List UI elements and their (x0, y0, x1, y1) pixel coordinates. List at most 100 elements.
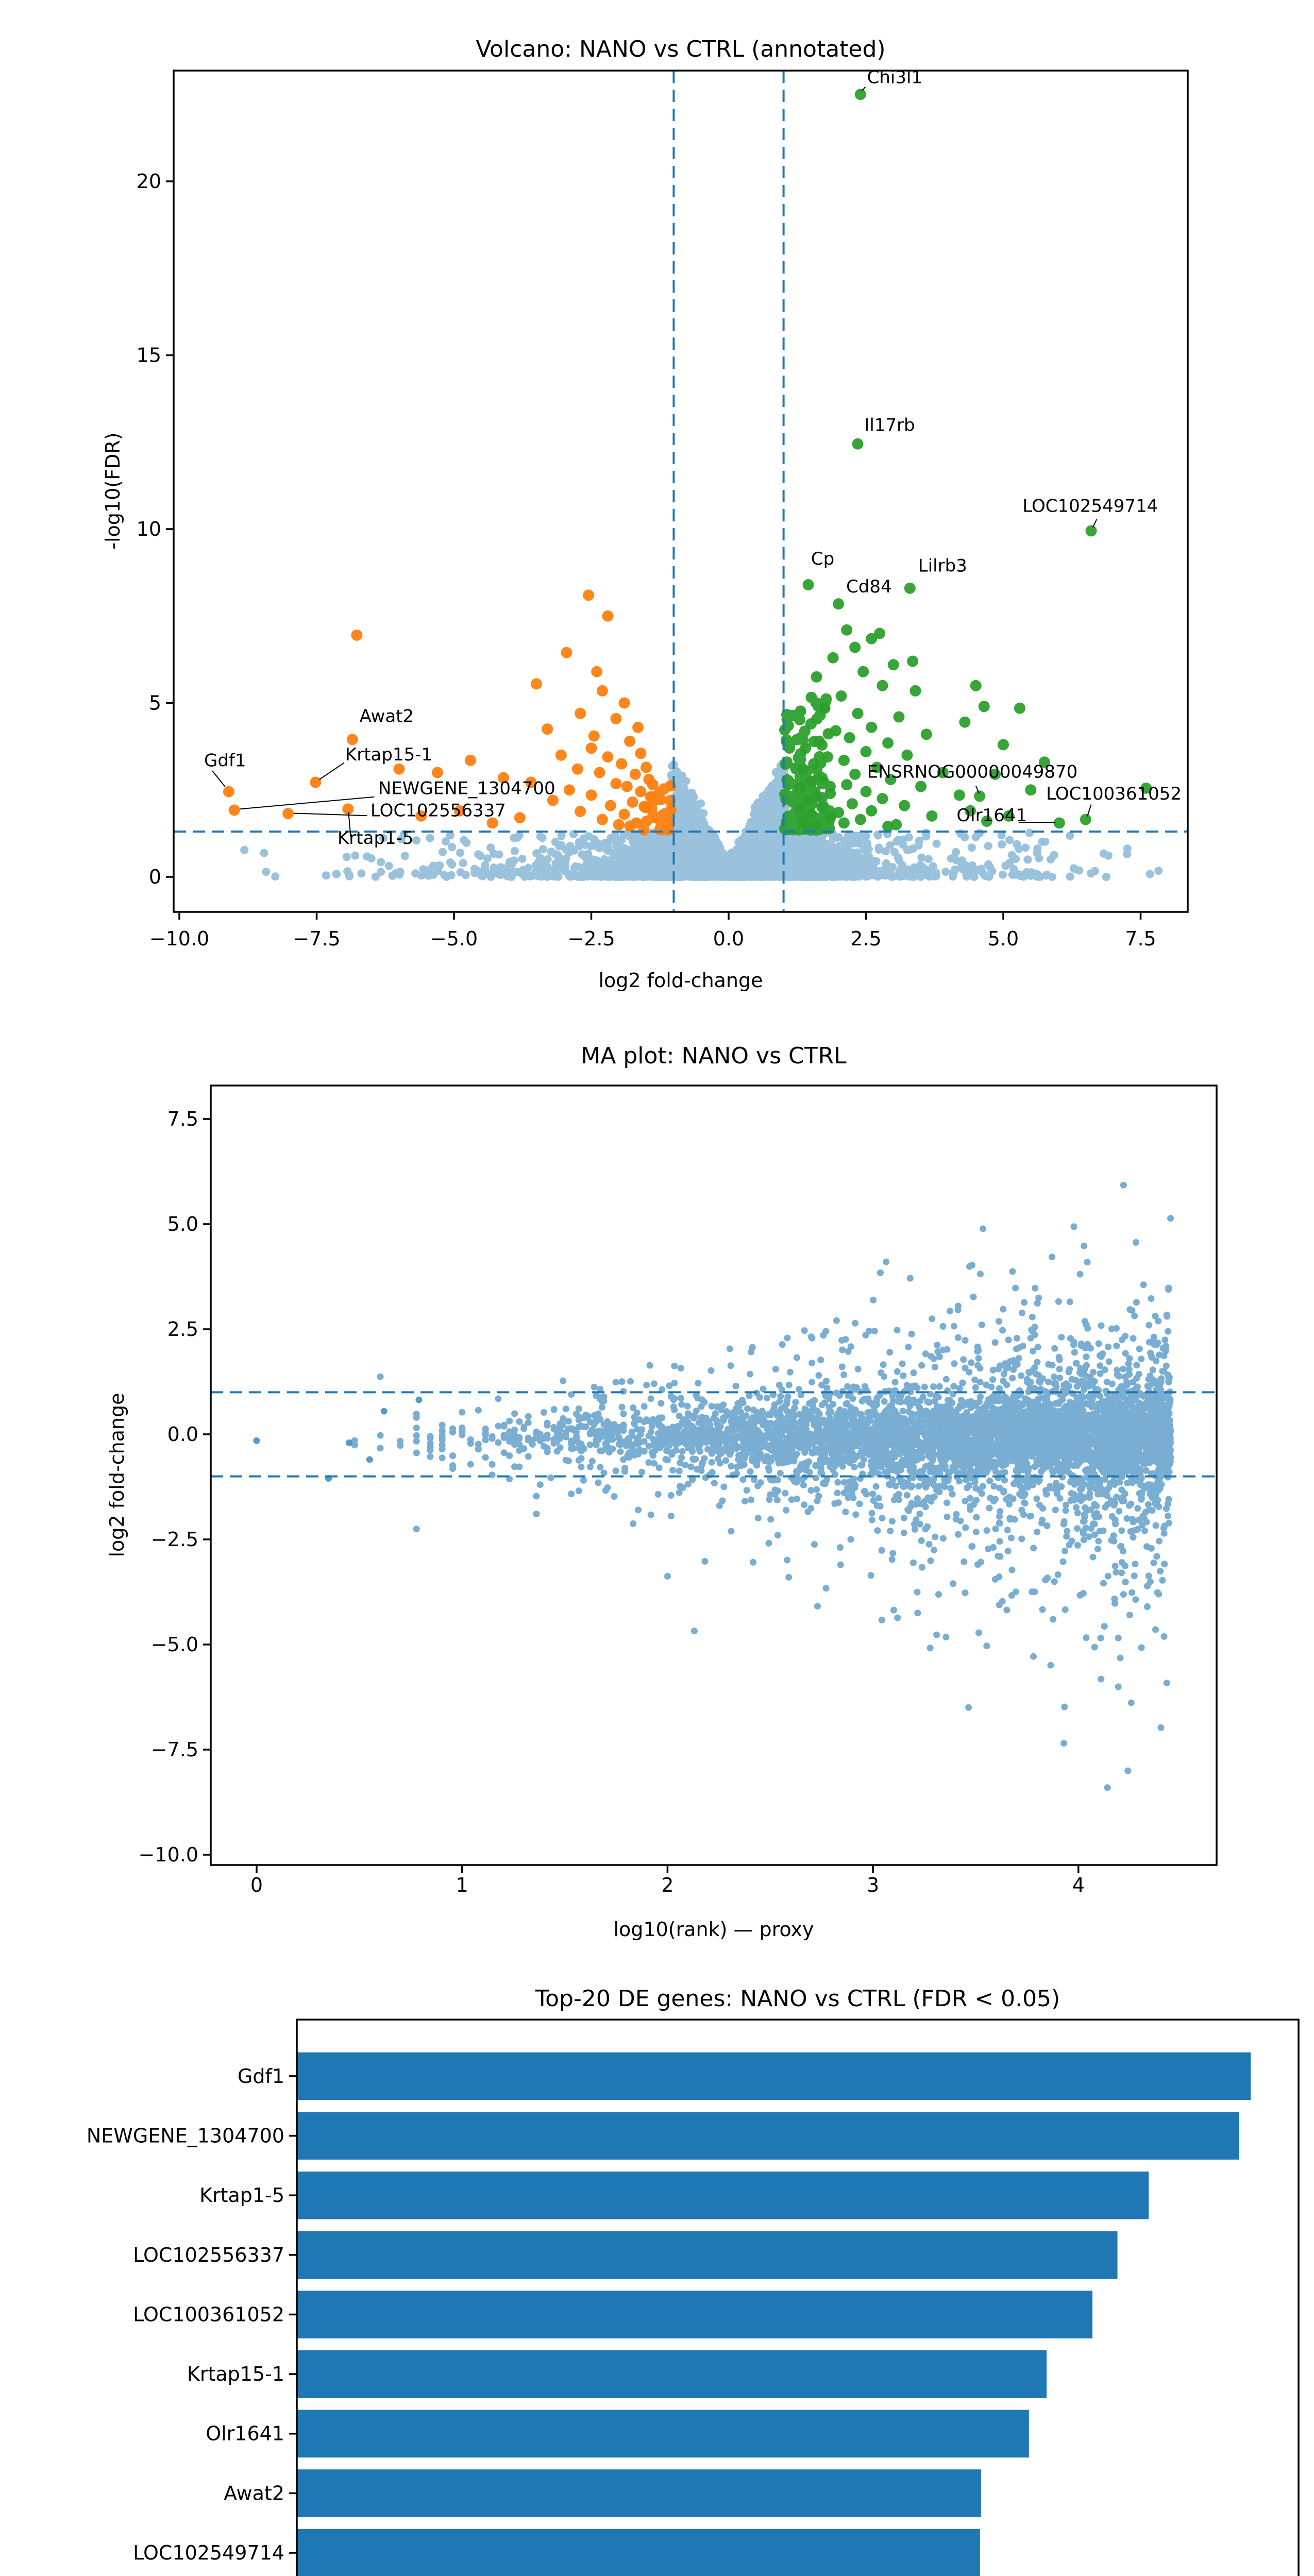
up-point (959, 716, 971, 728)
annotated-up-point (1085, 525, 1097, 537)
bar (297, 2291, 1093, 2338)
down-point (596, 685, 608, 697)
down-point (514, 812, 526, 824)
down-point (525, 776, 537, 788)
gene-annotation-label: LOC102549714 (1022, 496, 1158, 516)
up-point (920, 728, 932, 740)
up-point (816, 802, 828, 813)
down-point (639, 802, 651, 813)
annotated-up-point (852, 438, 864, 450)
up-point (915, 781, 927, 792)
up-point (852, 707, 864, 719)
up-point (1140, 782, 1152, 794)
annotated-down-point (310, 776, 322, 788)
gene-annotation-label: Gdf1 (204, 750, 246, 771)
axes-frame (173, 70, 1189, 913)
up-point (824, 788, 836, 799)
y-tick-label: 10 (137, 518, 161, 540)
down-point (635, 786, 647, 798)
y-tick-label: −7.5 (151, 1738, 198, 1761)
down-point (453, 805, 465, 817)
annotated-down-point (342, 803, 354, 815)
down-point (542, 723, 553, 735)
annotation-leader-line (975, 785, 980, 794)
x-tick-label: −7.5 (293, 927, 340, 950)
up-point (854, 814, 866, 825)
up-point (989, 768, 1001, 780)
ma-points-cloud (351, 1181, 1174, 1791)
annotation-leader-line (319, 762, 345, 780)
top20-bar-chart: Top-20 DE genes: NANO vs CTRL (FDR < 0.0… (87, 1986, 1300, 2576)
bar-category-label: LOC100361052 (133, 2303, 284, 2326)
up-point (866, 805, 878, 817)
down-point (616, 758, 628, 770)
annotation-leader-line (212, 770, 226, 787)
y-tick-label: 20 (137, 170, 161, 193)
x-tick-label: 4 (1072, 1874, 1085, 1896)
x-tick-label: 1 (456, 1874, 468, 1896)
down-point (630, 817, 642, 829)
down-point (645, 791, 656, 803)
gene-annotation-label: LOC102556337 (370, 801, 506, 821)
down-point (571, 763, 583, 775)
up-point (909, 685, 921, 697)
down-point (575, 806, 586, 818)
annotation-leader-line (1018, 822, 1056, 823)
y-tick-label: 7.5 (167, 1108, 198, 1130)
y-tick-label: −10.0 (139, 1843, 198, 1866)
gene-annotation-label: Awat2 (360, 706, 414, 727)
up-point (794, 782, 806, 794)
y-tick-label: −5.0 (151, 1633, 198, 1656)
down-point (602, 751, 614, 763)
up-point (846, 798, 858, 810)
up-point (794, 803, 806, 815)
bar-category-label: LOC102556337 (133, 2244, 284, 2266)
up-point (901, 749, 913, 761)
volcano-xaxis-label: log2 fold-change (598, 969, 763, 992)
down-point (627, 796, 638, 808)
ma-outlier-point (366, 1456, 373, 1463)
x-tick-label: 2.5 (850, 927, 881, 950)
ma-outlier-point (415, 1396, 423, 1403)
annotated-down-point (223, 786, 234, 798)
down-point (632, 721, 644, 733)
up-point (890, 819, 902, 831)
up-point (802, 794, 814, 806)
x-tick-label: 5.0 (988, 927, 1019, 950)
up-point (877, 793, 888, 805)
ma-outlier-point (253, 1437, 260, 1444)
y-tick-label: 5 (149, 692, 161, 715)
axes-frame (296, 2019, 1300, 2576)
down-point (635, 748, 647, 759)
up-point (824, 812, 836, 824)
bar-title: Top-20 DE genes: NANO vs CTRL (FDR < 0.0… (535, 1986, 1060, 2012)
up-point (841, 779, 853, 791)
down-point (596, 814, 608, 825)
up-point (833, 807, 845, 819)
down-point (432, 767, 444, 778)
down-point (588, 730, 600, 742)
down-point (464, 754, 476, 766)
down-point (641, 761, 652, 773)
bar-category-label: Olr1641 (206, 2422, 284, 2445)
up-point (874, 628, 886, 639)
down-point (393, 763, 405, 775)
down-point (555, 749, 567, 761)
annotation-leader-line (1092, 519, 1098, 528)
up-point (811, 671, 822, 683)
annotated-up-point (833, 598, 845, 610)
annotation-leader-line (1087, 804, 1092, 817)
up-point (877, 680, 888, 691)
ma-title: MA plot: NANO vs CTRL (581, 1043, 847, 1069)
up-point (926, 810, 938, 822)
up-point (800, 742, 812, 754)
up-point (907, 655, 919, 667)
bar-category-label: Krtap15-1 (187, 2363, 284, 2385)
annotated-down-point (346, 734, 358, 745)
down-point (583, 589, 595, 601)
ma-outlier-point (345, 1439, 352, 1446)
up-point (978, 701, 990, 713)
x-tick-label: −5.0 (430, 927, 478, 950)
ma-xaxis-label: log10(rank) — proxy (613, 1918, 814, 1941)
